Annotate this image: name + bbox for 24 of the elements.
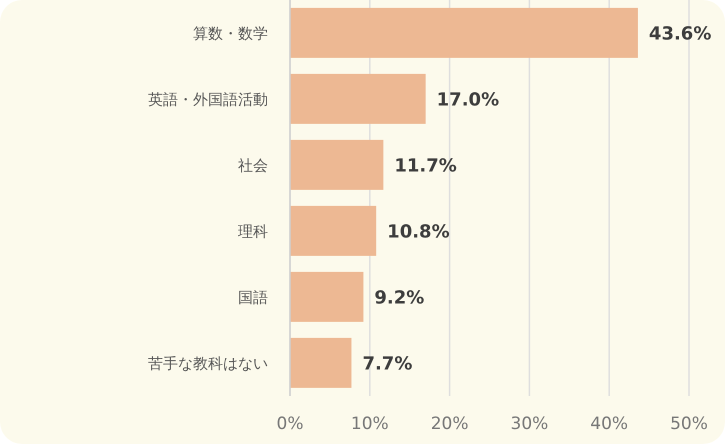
bar [290,206,376,256]
data-label: 11.7% [394,155,457,176]
x-tick-label: 10% [350,414,389,434]
x-tick-label: 0% [276,414,304,434]
data-label: 10.8% [387,221,450,242]
bar [290,338,352,388]
y-tick-label: 国語 [238,288,268,306]
data-label: 17.0% [436,89,500,110]
bar [290,74,426,124]
x-tick-label: 30% [510,414,548,434]
y-tick-label: 苦手な教科はない [148,354,268,372]
y-tick-label: 理科 [238,222,268,240]
x-tick-label: 50% [670,414,708,434]
y-tick-label: 英語・外国語活動 [148,90,268,108]
data-label: 9.2% [374,287,424,308]
x-tick-label: 20% [430,414,468,434]
bar [290,140,384,190]
x-tick-label: 40% [590,414,628,434]
bar [290,272,364,322]
data-label: 43.6% [648,23,712,44]
y-tick-label: 算数・数学 [193,24,268,42]
y-tick-label: 社会 [238,156,268,174]
data-label: 7.7% [362,353,412,374]
bar [290,8,638,58]
